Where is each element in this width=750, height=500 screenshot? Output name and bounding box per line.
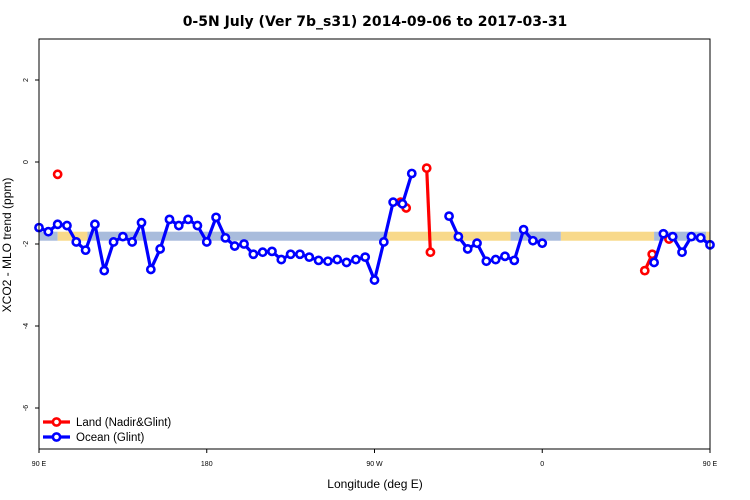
ocean-data-point (295, 249, 305, 260)
ocean-data-point (155, 244, 166, 254)
reference-band (39, 231, 710, 241)
ocean-data-point (99, 265, 110, 276)
ocean-data-point (136, 217, 147, 228)
ocean-data-point (667, 231, 678, 242)
band-segment (387, 231, 511, 241)
ocean-data-point (397, 198, 408, 209)
ocean-data-point (695, 232, 706, 243)
land-series-line (425, 168, 432, 253)
ocean-legend-label: Ocean (Glint) (76, 432, 145, 444)
ocean-data-point (145, 264, 156, 275)
ocean-data-point (500, 251, 510, 262)
ocean-data-point (80, 245, 91, 256)
ocean-data-point (211, 212, 221, 223)
x-tick-label: 0 (540, 461, 544, 468)
ocean-data-point (658, 228, 669, 239)
ocean-data-point (285, 249, 296, 260)
ocean-data-point (192, 220, 203, 231)
band-segment (654, 231, 707, 241)
band-segment (510, 231, 561, 241)
ocean-data-point (406, 168, 417, 179)
y-tick-label: 2 (23, 78, 30, 82)
ocean-legend-marker (51, 432, 62, 442)
y-tick-label: -6 (23, 405, 30, 411)
ocean-data-point (490, 254, 501, 265)
ocean-data-point (257, 247, 268, 258)
ocean-data-point (183, 214, 194, 225)
ocean-data-point (201, 237, 212, 247)
land-data-point (421, 163, 432, 174)
y-axis: 2 0 -2 -4 -6 (23, 78, 39, 411)
x-tick-label: 90 W (366, 461, 383, 468)
ocean-data-point (388, 197, 399, 208)
legend: Land (Nadir&Glint) Ocean (Glint) (43, 417, 171, 444)
ocean-data-point (537, 238, 548, 249)
y-axis-title: XCO2 - MLO trend (ppm) (0, 178, 14, 313)
ocean-data-point (323, 256, 333, 267)
x-tick-label: 90 E (703, 461, 718, 468)
x-axis: 90 E 180 90 W 0 90 E (32, 449, 718, 468)
land-data-point (425, 247, 436, 258)
ocean-data-point (62, 220, 72, 231)
series-layer (34, 163, 715, 285)
ocean-data-point (369, 275, 380, 285)
ocean-data-point (649, 257, 659, 268)
ocean-data-point (350, 254, 361, 265)
x-axis-title: Longitude (deg E) (327, 477, 422, 491)
ocean-data-point (267, 246, 277, 257)
band-segment (706, 231, 710, 241)
band-segment (87, 231, 388, 241)
ocean-data-point (528, 235, 538, 246)
ocean-data-point (71, 237, 82, 247)
land-legend-marker (51, 417, 62, 427)
ocean-data-point (173, 220, 184, 231)
x-tick-label: 90 E (32, 461, 47, 468)
ocean-data-point (360, 252, 371, 263)
ocean-data-point (453, 231, 464, 242)
y-tick-label: 0 (23, 160, 30, 164)
ocean-data-point (90, 219, 100, 230)
ocean-data-point (304, 252, 315, 263)
ocean-data-point (462, 244, 473, 254)
land-data-point (52, 169, 63, 180)
ocean-data-point (686, 231, 697, 242)
ocean-data-point (341, 257, 352, 268)
ocean-data-point (117, 231, 128, 242)
land-legend-label: Land (Nadir&Glint) (76, 417, 171, 429)
ocean-data-point (164, 214, 175, 225)
ocean-data-point (229, 241, 240, 251)
ocean-data-point (518, 224, 529, 235)
ocean-data-point (481, 256, 492, 267)
chart-title: 0-5N July (Ver 7b_s31) 2014-09-06 to 201… (183, 14, 568, 30)
ocean-data-point (248, 249, 259, 260)
ocean-data-point (108, 237, 119, 247)
ocean-data-point (472, 238, 482, 249)
ocean-data-point (378, 237, 389, 247)
x-tick-label: 180 (201, 461, 213, 468)
y-tick-label: -4 (23, 323, 30, 329)
ocean-data-point (332, 254, 343, 265)
plot-frame (38, 38, 711, 450)
y-tick-label: -2 (23, 241, 30, 247)
ocean-data-point (43, 226, 54, 237)
ocean-data-point (239, 239, 249, 249)
band-segment (560, 231, 655, 241)
ocean-data-point (444, 211, 454, 222)
land-data-point (639, 265, 650, 276)
ocean-data-point (509, 255, 520, 266)
ocean-data-point (313, 255, 324, 266)
ocean-data-point (52, 219, 63, 230)
ocean-data-point (677, 247, 687, 258)
ocean-data-point (276, 254, 287, 265)
ocean-data-point (220, 232, 231, 243)
ocean-data-point (127, 237, 138, 247)
